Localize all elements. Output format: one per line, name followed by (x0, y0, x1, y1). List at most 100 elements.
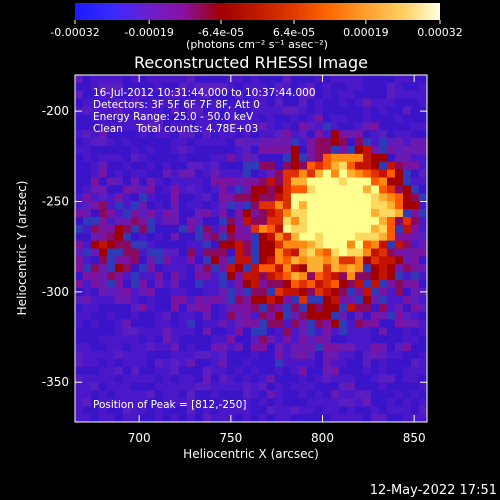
heatmap-cell (83, 75, 92, 84)
heatmap-cell (211, 366, 220, 376)
heatmap-cell (403, 319, 412, 328)
heatmap-cell (371, 248, 380, 257)
heatmap-cell (283, 224, 292, 234)
heatmap-cell (187, 98, 196, 107)
heatmap-cell (259, 82, 268, 92)
heatmap-cell (115, 153, 124, 163)
heatmap-cell (371, 280, 380, 289)
heatmap-cell (371, 366, 380, 376)
heatmap-cell (331, 106, 340, 115)
heatmap-cell (339, 264, 348, 273)
heatmap-cell (115, 224, 124, 234)
heatmap-cell (419, 374, 427, 383)
heatmap-cell (211, 82, 220, 92)
heatmap-cell (147, 224, 156, 234)
heatmap-cell (123, 280, 132, 289)
heatmap-cell (411, 319, 420, 328)
heatmap-cell (219, 248, 228, 257)
heatmap-cell (371, 311, 380, 320)
heatmap-cell (307, 414, 316, 422)
heatmap-cell (243, 406, 252, 415)
heatmap-cell (203, 280, 212, 289)
heatmap-cell (355, 122, 364, 131)
heatmap-cell (299, 177, 308, 186)
heatmap-cell (387, 335, 396, 344)
heatmap-cell (315, 224, 324, 234)
heatmap-cell (115, 114, 124, 123)
heatmap-cell (75, 351, 84, 360)
heatmap-cell (411, 295, 420, 305)
heatmap-cell (83, 358, 92, 368)
heatmap-cell (323, 232, 332, 242)
heatmap-cell (147, 82, 156, 92)
heatmap-cell (371, 382, 380, 391)
heatmap-cell (395, 343, 404, 352)
heatmap-cell (83, 303, 92, 312)
heatmap-cell (139, 153, 148, 163)
heatmap-cell (251, 358, 260, 368)
heatmap-cell (291, 161, 300, 171)
heatmap-cell (91, 224, 100, 234)
heatmap-cell (139, 145, 148, 155)
heatmap-cell (315, 240, 324, 249)
heatmap-cell (363, 161, 372, 171)
heatmap-cell (323, 414, 332, 422)
heatmap-cell (211, 216, 220, 226)
heatmap-cell (331, 209, 340, 218)
heatmap-cell (131, 319, 140, 328)
heatmap-cell (259, 264, 268, 273)
heatmap-cell (219, 145, 228, 155)
heatmap-cell (235, 406, 244, 415)
heatmap-cell (283, 272, 292, 281)
heatmap-cell (347, 224, 356, 234)
heatmap-cell (387, 327, 396, 336)
heatmap-cell (123, 390, 132, 399)
heatmap-cell (211, 240, 220, 249)
heatmap-cell (403, 264, 412, 273)
heatmap-cell (307, 98, 316, 107)
heatmap-cell (235, 98, 244, 107)
heatmap-cell (235, 295, 244, 305)
heatmap-cell (251, 209, 260, 218)
heatmap-cell (411, 224, 420, 234)
heatmap-cell (131, 382, 140, 391)
heatmap-cell (123, 414, 132, 422)
heatmap-cell (323, 75, 332, 84)
heatmap-cell (227, 327, 236, 336)
heatmap-cell (219, 414, 228, 422)
heatmap-cell (227, 114, 236, 123)
heatmap-cell (219, 311, 228, 320)
heatmap-cell (91, 122, 100, 131)
heatmap-cell (243, 122, 252, 131)
heatmap-cell (371, 82, 380, 92)
heatmap-cell (355, 374, 364, 383)
heatmap-cell (355, 169, 364, 178)
heatmap-cell (99, 248, 108, 257)
heatmap-cell (315, 177, 324, 186)
heatmap-cell (123, 311, 132, 320)
heatmap-cell (339, 319, 348, 328)
heatmap-cell (123, 122, 132, 131)
heatmap-cell (123, 224, 132, 234)
heatmap-cell (307, 327, 316, 336)
heatmap-cell (371, 145, 380, 155)
heatmap-cell (163, 82, 172, 92)
heatmap-cell (307, 343, 316, 352)
heatmap-cell (403, 114, 412, 123)
colorbar: -0.00032 -0.00019 -6.4e-05 6.4e-05 0.00019 0.… (50, 3, 463, 51)
heatmap-cell (115, 358, 124, 368)
heatmap-cell (219, 114, 228, 123)
heatmap-cell (235, 240, 244, 249)
heatmap-cell (355, 193, 364, 202)
heatmap-cell (195, 272, 204, 281)
annotation-detectors: Detectors: 3F 5F 6F 7F 8F, Att 0 (93, 99, 260, 111)
heatmap-cell (339, 114, 348, 123)
heatmap-cell (171, 406, 180, 415)
heatmap-cell (147, 351, 156, 360)
heatmap-cell (203, 185, 212, 194)
heatmap-cell (171, 216, 180, 226)
heatmap-cell (99, 406, 108, 415)
heatmap-cell (163, 216, 172, 226)
heatmap-cell (259, 130, 268, 139)
heatmap-cell (331, 374, 340, 383)
